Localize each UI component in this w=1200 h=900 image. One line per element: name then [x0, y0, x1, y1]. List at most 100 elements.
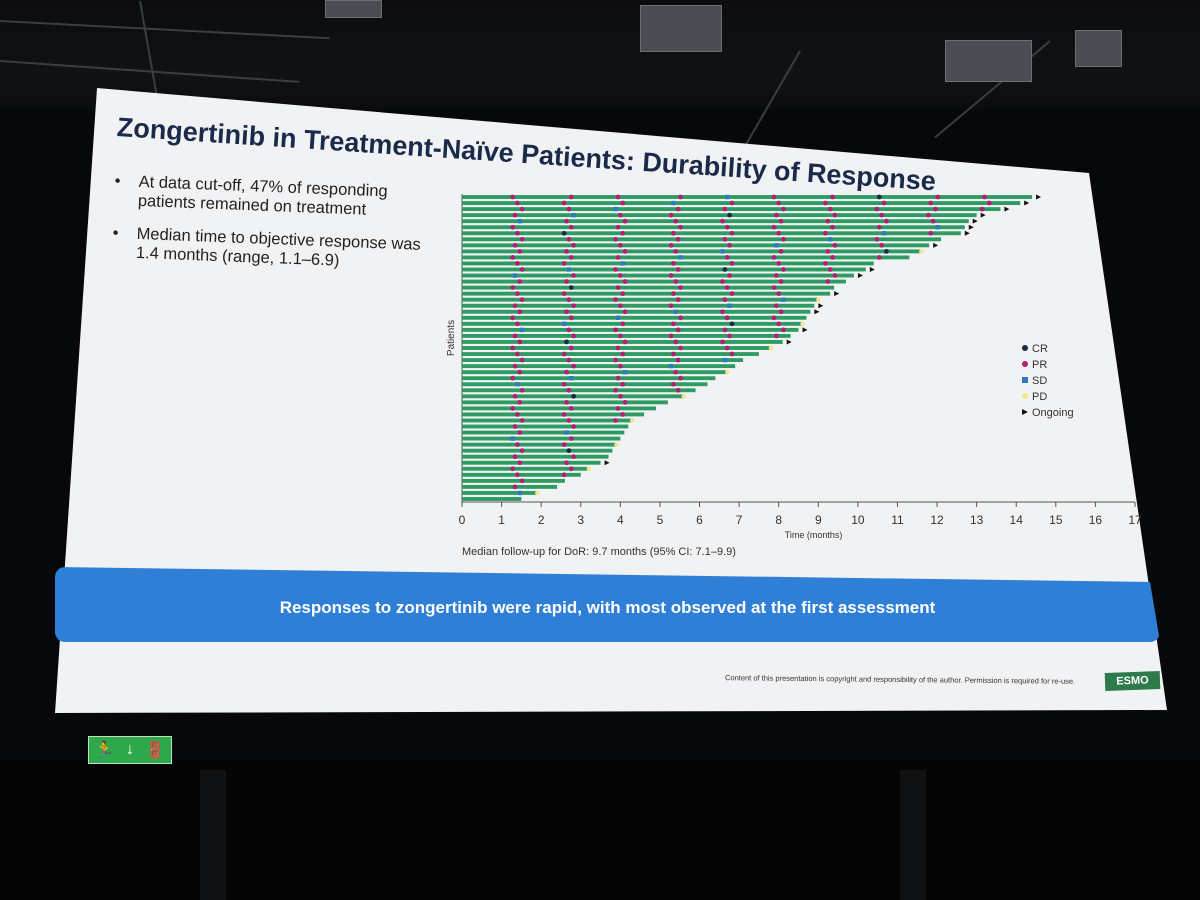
x-tick-label: 14	[1010, 513, 1024, 527]
pr-marker	[933, 206, 938, 212]
pr-marker	[876, 255, 882, 260]
pr-marker	[622, 218, 628, 224]
x-tick-label: 10	[851, 513, 865, 527]
patient-bar	[462, 454, 609, 459]
pr-marker	[566, 387, 572, 393]
ceiling-truss	[739, 50, 801, 156]
pr-marker	[617, 333, 623, 339]
pr-marker	[671, 291, 676, 297]
pr-marker	[671, 381, 676, 387]
patient-bar	[462, 255, 910, 260]
ongoing-marker	[1024, 200, 1030, 206]
pr-marker	[925, 212, 931, 218]
pr-marker	[675, 206, 681, 212]
patient-bar	[462, 195, 1033, 199]
pr-marker	[671, 321, 676, 327]
legend-label: Ongoing	[1032, 407, 1074, 419]
pr-marker	[668, 273, 674, 278]
pr-marker	[781, 206, 786, 212]
pr-marker	[622, 309, 628, 315]
pr-marker	[519, 206, 525, 212]
patient-bar	[462, 412, 645, 417]
patient-bar	[462, 321, 803, 326]
pr-marker	[832, 242, 838, 248]
pr-marker	[617, 212, 623, 218]
x-tick-label: 15	[1049, 513, 1063, 527]
pr-marker	[613, 327, 619, 333]
sd-marker	[519, 327, 525, 333]
pr-marker	[517, 248, 523, 254]
ceiling-speaker	[640, 5, 722, 52]
pr-marker	[879, 242, 885, 248]
pr-marker	[561, 261, 567, 266]
pr-marker	[668, 212, 674, 218]
pr-marker	[564, 369, 569, 375]
pr-marker	[566, 236, 572, 242]
x-tick-label: 11	[891, 513, 904, 527]
pr-marker	[615, 405, 621, 411]
ongoing-marker	[834, 291, 840, 297]
sd-marker	[564, 430, 569, 435]
cr-marker	[727, 212, 733, 218]
pr-marker	[678, 315, 683, 321]
pd-marker	[630, 418, 635, 423]
ongoing-marker	[972, 218, 978, 224]
x-tick-label: 17	[1128, 513, 1142, 527]
door-icon: 🚪	[145, 742, 166, 759]
pr-marker	[564, 218, 569, 224]
pr-marker	[568, 405, 574, 411]
pr-marker	[613, 357, 619, 363]
pr-marker	[515, 472, 520, 478]
pr-marker	[571, 303, 577, 309]
pr-marker	[823, 200, 828, 206]
pr-marker	[517, 399, 523, 405]
patient-bar	[462, 376, 716, 381]
pd-marker	[800, 321, 805, 327]
pr-marker	[620, 230, 626, 236]
pr-marker	[564, 279, 569, 284]
ongoing-marker	[968, 224, 974, 230]
pr-marker	[515, 261, 520, 266]
pr-marker	[720, 339, 725, 345]
pr-marker	[512, 333, 518, 339]
sd-marker	[512, 273, 518, 278]
sd-marker	[571, 212, 576, 218]
pr-marker	[512, 303, 518, 309]
pr-marker	[510, 315, 516, 321]
x-axis-title: Time (months)	[785, 530, 843, 540]
pr-marker	[778, 218, 784, 224]
esmo-logo: ESMO	[1104, 671, 1161, 691]
x-tick-label: 13	[970, 513, 984, 527]
x-tick-label: 5	[657, 513, 664, 527]
x-tick-label: 1	[498, 513, 505, 527]
pr-marker	[832, 212, 838, 218]
pr-marker	[571, 242, 577, 248]
pr-marker	[776, 321, 782, 327]
patient-bar	[462, 273, 854, 278]
pr-marker	[881, 200, 887, 206]
x-tick-label: 12	[930, 513, 944, 527]
pr-marker	[510, 466, 516, 472]
pr-marker	[729, 230, 735, 236]
pr-marker	[615, 285, 621, 291]
pr-marker	[724, 255, 730, 260]
pd-marker	[614, 442, 619, 447]
ongoing-marker	[1036, 194, 1042, 200]
ceiling-speaker	[325, 0, 382, 18]
ongoing-marker	[802, 327, 808, 333]
pr-marker	[778, 309, 784, 315]
pr-marker	[566, 418, 572, 423]
patient-bar	[462, 303, 815, 308]
pr-marker	[771, 255, 777, 260]
ceiling	[0, 0, 1200, 156]
pr-marker	[568, 194, 574, 200]
ceiling-speaker	[945, 40, 1032, 82]
pr-marker	[724, 315, 730, 321]
pr-marker	[722, 327, 728, 333]
patient-bar	[462, 478, 565, 483]
ongoing-marker	[964, 230, 970, 236]
pr-marker	[519, 357, 525, 363]
ongoing-marker	[818, 303, 824, 309]
pr-marker	[722, 297, 728, 303]
pr-marker	[675, 236, 681, 242]
